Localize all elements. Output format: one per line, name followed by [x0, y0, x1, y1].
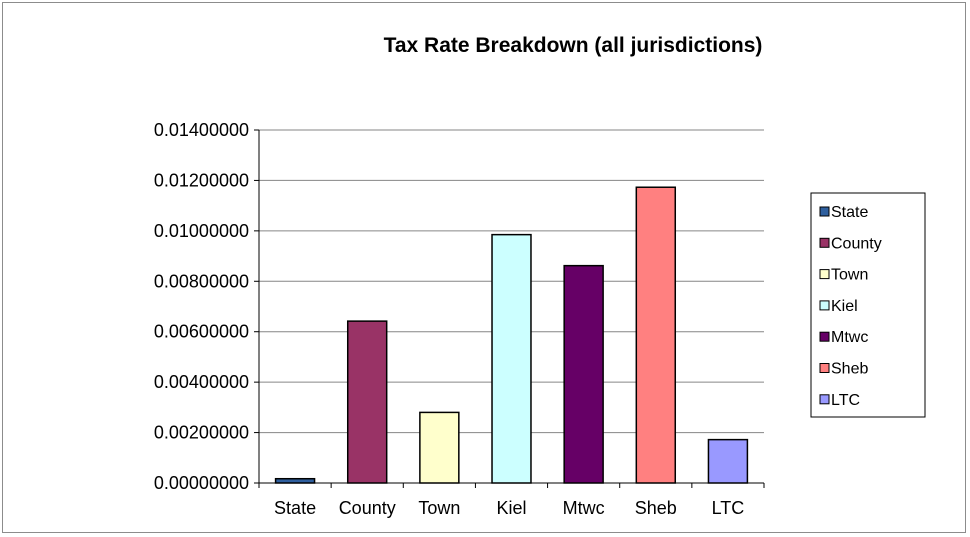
legend-swatch: [819, 300, 830, 311]
y-tick-label: 0.00200000: [154, 423, 249, 443]
legend-label: Sheb: [831, 361, 868, 378]
y-tick-label: 0.01200000: [154, 170, 249, 190]
x-axis-ticks: State County Town Kiel Mtwc Sheb LTC: [258, 483, 765, 518]
x-tick-label: Sheb: [635, 498, 677, 518]
y-tick-label: 0.01000000: [154, 221, 249, 241]
x-tick-label: LTC: [712, 498, 745, 518]
bar-state: [274, 477, 316, 484]
legend-label: Mtwc: [831, 329, 868, 346]
legend-label: Kiel: [831, 298, 858, 315]
y-tick-label: 0.00400000: [154, 372, 249, 392]
chart-title: Tax Rate Breakdown (all jurisdictions): [384, 34, 763, 57]
bar-ltc: [707, 438, 749, 484]
legend-swatch: [819, 331, 830, 342]
y-tick-label: 0.00800000: [154, 271, 249, 291]
bar-kiel: [491, 233, 532, 484]
x-tick-label: Mtwc: [563, 498, 605, 518]
legend-label: State: [831, 204, 868, 221]
legend-label: County: [831, 235, 882, 252]
legend: State County Town Kiel Mtwc Sheb LTC: [810, 192, 926, 418]
legend-swatch: [819, 394, 830, 405]
y-tick-label: 0.00000000: [154, 473, 249, 493]
legend-swatch: [819, 206, 830, 217]
bar-sheb: [635, 186, 677, 484]
legend-box: [810, 192, 926, 418]
y-tick-label: 0.00600000: [154, 322, 249, 342]
legend-label: LTC: [831, 392, 860, 409]
bar-mtwc: [563, 264, 604, 484]
bars: [274, 186, 749, 484]
x-tick-label: Town: [418, 498, 460, 518]
y-tick-label: 0.01400000: [154, 120, 249, 140]
x-tick-label: Kiel: [496, 498, 526, 518]
legend-swatch: [819, 237, 830, 248]
x-tick-label: State: [274, 498, 316, 518]
x-tick-label: County: [339, 498, 396, 518]
bar-town: [419, 411, 460, 484]
bar-county: [346, 320, 388, 484]
legend-swatch: [819, 363, 830, 373]
y-axis-ticks: 0.00000000 0.00200000 0.00400000 0.00600000…: [154, 120, 259, 493]
legend-swatch: [819, 269, 830, 280]
legend-label: Town: [831, 267, 868, 284]
